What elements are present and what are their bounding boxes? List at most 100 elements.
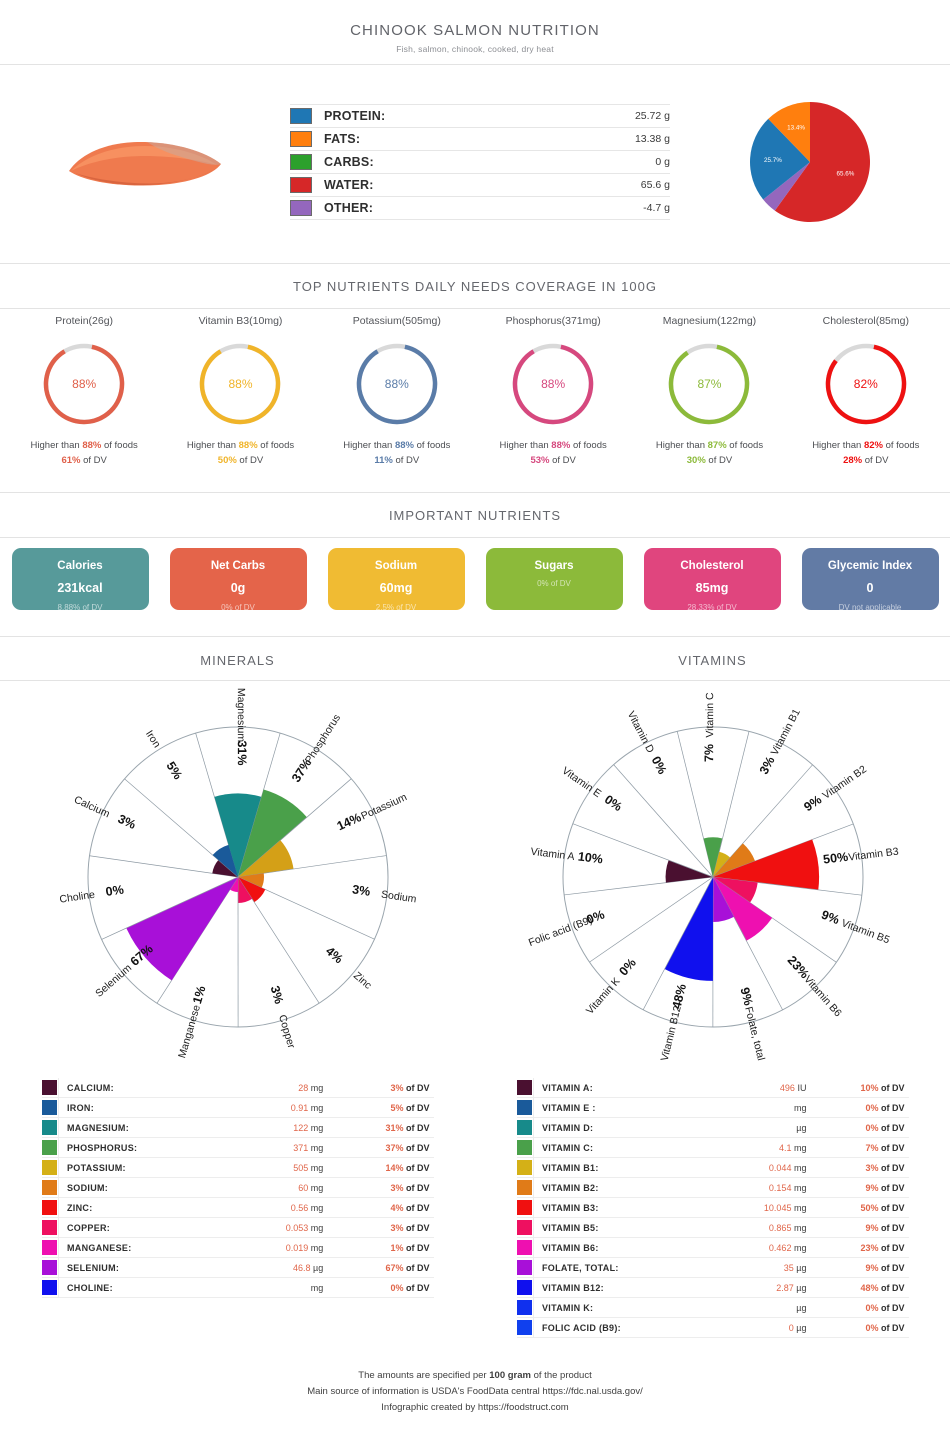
row-amount: 10.045 mg (716, 1198, 809, 1218)
nutrient-card[interactable]: Sugars 0% of DV (486, 548, 623, 610)
rose-axis-label: Vitamin A (529, 846, 574, 863)
row-amount: 35 µg (716, 1258, 809, 1278)
rose-value-label: 7% (702, 744, 716, 762)
rose-wedge (665, 861, 712, 884)
footer-line-2: Main source of information is USDA's Foo… (0, 1384, 950, 1400)
card-slot: Sodium 60mg 2.5% of DV (324, 548, 468, 610)
gauge-ring: 88% (510, 341, 596, 427)
card-value: 0g (176, 581, 301, 595)
row-dv: 0% of DV (808, 1118, 908, 1138)
row-color-swatch (42, 1258, 59, 1278)
row-dv: 9% of DV (808, 1258, 908, 1278)
rose-value-label: 0% (616, 956, 638, 979)
row-amount: 0.154 mg (716, 1178, 809, 1198)
row-nutrient-name: SODIUM: (59, 1178, 237, 1198)
row-dv: 1% of DV (325, 1238, 433, 1258)
row-color-swatch (517, 1178, 534, 1198)
row-color-swatch (517, 1258, 534, 1278)
row-nutrient-name: VITAMIN B5: (534, 1218, 716, 1238)
minerals-heading: MINERALS (0, 637, 475, 680)
gauge-ring: 88% (41, 341, 127, 427)
row-dv: 9% of DV (808, 1178, 908, 1198)
gauge-ring: 82% (823, 341, 909, 427)
row-amount: 2.87 µg (716, 1278, 809, 1298)
footer-line-1: The amounts are specified per 100 gram o… (0, 1368, 950, 1384)
card-name: Sodium (334, 560, 459, 572)
gauge-percent: 88% (354, 341, 440, 427)
macro-label-carbs: CARBS: (324, 155, 655, 169)
row-amount: 371 mg (236, 1138, 325, 1158)
row-dv: 0% of DV (808, 1098, 908, 1118)
coverage-gauge: Vitamin B3(10mg)88%Higher than 88% of fo… (162, 315, 318, 468)
nutrient-card[interactable]: Sodium 60mg 2.5% of DV (328, 548, 465, 610)
color-swatch-water (290, 177, 312, 193)
row-nutrient-name: IRON: (59, 1098, 237, 1118)
macro-label-other: OTHER: (324, 201, 643, 215)
row-color-swatch (42, 1198, 59, 1218)
rose-value-label: 9% (737, 986, 755, 1007)
row-nutrient-name: VITAMIN E : (534, 1098, 716, 1118)
card-name: Sugars (492, 560, 617, 572)
row-amount: 496 IU (716, 1078, 809, 1098)
color-swatch-fats (290, 131, 312, 147)
card-dv: 2.5% of DV (334, 603, 459, 612)
row-dv: 23% of DV (808, 1238, 908, 1258)
rose-value-label: 10% (577, 850, 604, 867)
macro-row-other: OTHER: -4.7 g (290, 197, 670, 220)
row-color-swatch (517, 1278, 534, 1298)
row-nutrient-name: VITAMIN B2: (534, 1178, 716, 1198)
rose-axis-label: Folate, total (742, 1006, 767, 1062)
color-swatch-other (290, 200, 312, 216)
row-color-swatch (42, 1178, 59, 1198)
rose-value-label: 3% (267, 985, 286, 1006)
row-dv: 3% of DV (325, 1218, 433, 1238)
card-value: 60mg (334, 581, 459, 595)
rose-value-label: 1% (190, 985, 209, 1006)
row-dv: 7% of DV (808, 1138, 908, 1158)
salmon-fillet-image (63, 131, 228, 193)
row-color-swatch (517, 1298, 534, 1318)
row-nutrient-name: ZINC: (59, 1198, 237, 1218)
gauge-percent: 88% (510, 341, 596, 427)
row-nutrient-name: FOLATE, TOTAL: (534, 1258, 716, 1278)
row-color-swatch (517, 1158, 534, 1178)
gauge-percent: 88% (41, 341, 127, 427)
row-color-swatch (42, 1218, 59, 1238)
gauge-percent: 82% (823, 341, 909, 427)
card-name: Calories (18, 560, 143, 572)
gauge-ring: 88% (354, 341, 440, 427)
rose-axis-label: Vitamin B2 (820, 764, 869, 803)
vitamins-heading: VITAMINS (475, 637, 950, 680)
row-dv: 37% of DV (325, 1138, 433, 1158)
row-dv: 9% of DV (808, 1218, 908, 1238)
card-dv: 0% of DV (492, 579, 617, 588)
rose-wedge (664, 877, 712, 981)
row-dv: 5% of DV (325, 1098, 433, 1118)
rose-axis-label: Selenium (93, 962, 134, 1000)
gauge-ring: 87% (666, 341, 752, 427)
pie-slice-label: 25.7% (764, 157, 782, 164)
color-swatch-protein (290, 108, 312, 124)
row-nutrient-name: CHOLINE: (59, 1278, 237, 1298)
row-dv: 3% of DV (808, 1158, 908, 1178)
rose-value-label: 14% (334, 811, 363, 834)
row-amount: 60 mg (236, 1178, 325, 1198)
card-name: Glycemic Index (808, 560, 933, 572)
row-nutrient-name: PHOSPHORUS: (59, 1138, 237, 1158)
rose-axis-label: Vitamin C (704, 692, 716, 738)
